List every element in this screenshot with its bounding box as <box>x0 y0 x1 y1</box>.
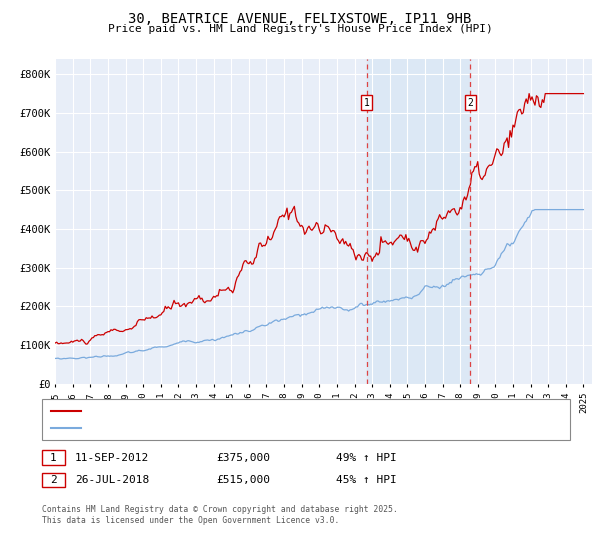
Text: 11-SEP-2012: 11-SEP-2012 <box>75 452 149 463</box>
Text: £375,000: £375,000 <box>216 452 270 463</box>
Text: 1: 1 <box>50 452 57 463</box>
Text: Contains HM Land Registry data © Crown copyright and database right 2025.
This d: Contains HM Land Registry data © Crown c… <box>42 505 398 525</box>
Text: 26-JUL-2018: 26-JUL-2018 <box>75 475 149 485</box>
Text: Price paid vs. HM Land Registry's House Price Index (HPI): Price paid vs. HM Land Registry's House … <box>107 24 493 34</box>
Text: 30, BEATRICE AVENUE, FELIXSTOWE, IP11 9HB (detached house): 30, BEATRICE AVENUE, FELIXSTOWE, IP11 9H… <box>87 405 428 416</box>
Text: 1: 1 <box>364 97 370 108</box>
Text: 30, BEATRICE AVENUE, FELIXSTOWE, IP11 9HB: 30, BEATRICE AVENUE, FELIXSTOWE, IP11 9H… <box>128 12 472 26</box>
Text: £515,000: £515,000 <box>216 475 270 485</box>
Text: 2: 2 <box>467 97 473 108</box>
Text: 45% ↑ HPI: 45% ↑ HPI <box>336 475 397 485</box>
Text: 49% ↑ HPI: 49% ↑ HPI <box>336 452 397 463</box>
Bar <box>367 59 470 384</box>
Text: 2: 2 <box>50 475 57 485</box>
Text: HPI: Average price, detached house, East Suffolk: HPI: Average price, detached house, East… <box>87 423 369 433</box>
